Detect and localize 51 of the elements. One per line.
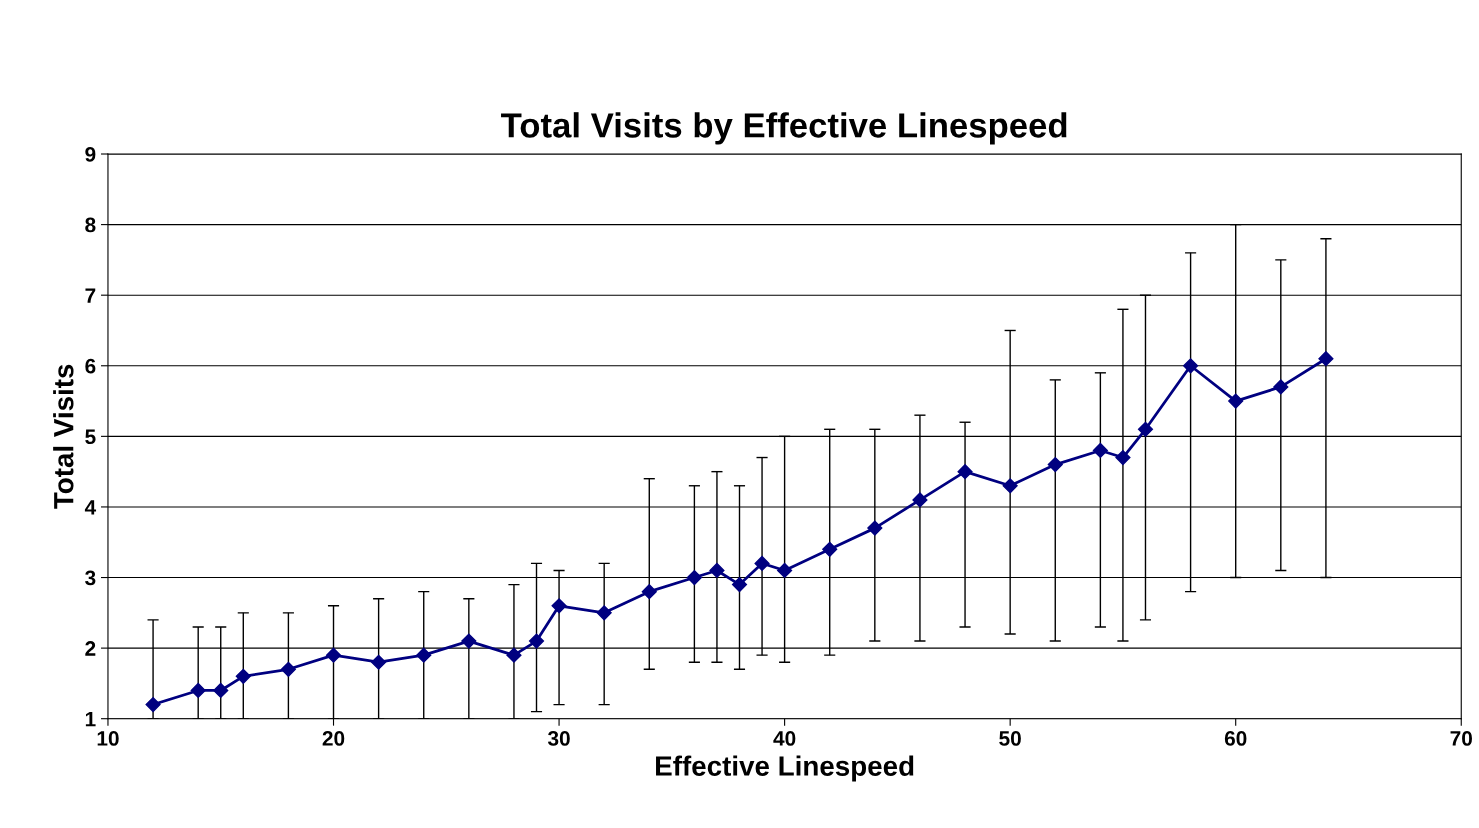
point — [213, 682, 229, 699]
x-tick-label: 10 — [97, 731, 119, 746]
point — [190, 682, 206, 699]
point — [1228, 393, 1244, 409]
point — [686, 569, 702, 586]
point — [235, 668, 251, 684]
y-tick-label: 7 — [85, 288, 96, 303]
point — [822, 541, 838, 557]
y-tick-label: 9 — [85, 147, 96, 162]
x-tick-label: 50 — [999, 731, 1021, 746]
y-tick-label: 4 — [84, 500, 97, 515]
y-tick-label: 8 — [85, 217, 96, 233]
y-tick-label: 2 — [85, 641, 96, 656]
x-axis-title: Effective Linespeed — [656, 755, 914, 782]
x-tick-label: 30 — [547, 731, 570, 746]
point — [867, 520, 883, 536]
point — [754, 555, 770, 571]
x-tick-label: 40 — [773, 731, 796, 746]
y-tick-label: 6 — [85, 358, 96, 374]
y-tick-label: 5 — [85, 429, 96, 445]
chart-title: Total Visits by Effective Linespeed — [501, 112, 1067, 145]
point — [641, 584, 657, 600]
point — [280, 661, 296, 677]
point — [416, 647, 432, 663]
x-tick-label: 20 — [322, 731, 345, 746]
point — [1318, 351, 1334, 367]
point — [528, 633, 545, 649]
point — [1273, 379, 1289, 395]
point — [1115, 449, 1131, 466]
point — [145, 697, 161, 713]
x-tick-label: 70 — [1450, 731, 1472, 746]
point — [1092, 442, 1108, 459]
x-tick-label: 60 — [1224, 731, 1247, 746]
point — [957, 464, 973, 480]
point — [325, 647, 342, 663]
point — [506, 647, 522, 663]
point — [1137, 421, 1154, 437]
y-axis-title: Total Visits — [53, 364, 74, 509]
point — [912, 492, 928, 508]
point — [1047, 457, 1063, 473]
point — [461, 633, 477, 649]
point — [371, 654, 387, 670]
y-tick-label: 1 — [85, 711, 96, 727]
point — [1183, 358, 1199, 374]
point — [731, 577, 748, 593]
point — [1002, 478, 1018, 494]
y-tick-label: 3 — [85, 570, 96, 586]
point — [777, 562, 793, 579]
point — [596, 605, 612, 621]
point — [551, 598, 567, 614]
point — [709, 562, 725, 579]
